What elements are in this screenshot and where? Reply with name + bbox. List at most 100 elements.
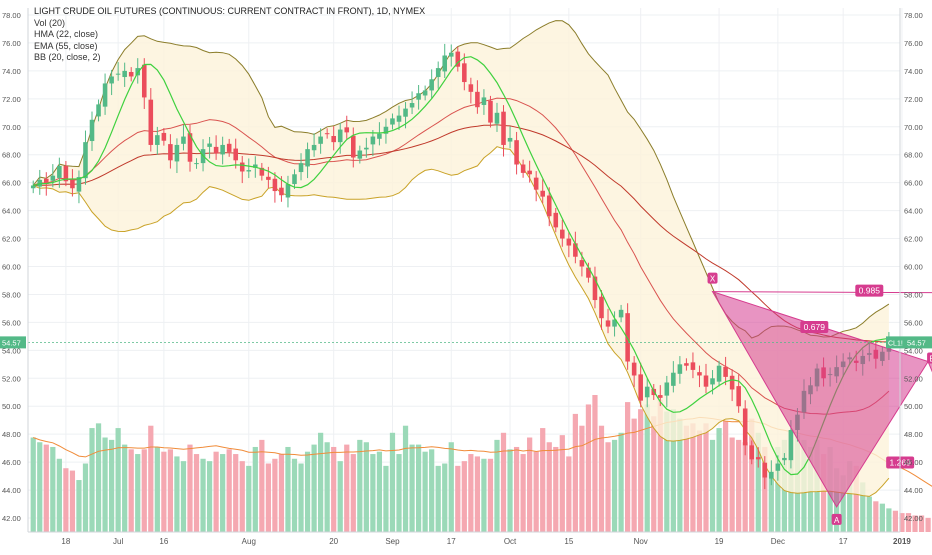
- candle: [181, 124, 186, 151]
- x-tick-label: 2019: [893, 537, 911, 546]
- candle-body: [383, 126, 389, 134]
- candle: [239, 155, 245, 184]
- volume-bar: [866, 496, 872, 532]
- candle-body: [586, 267, 591, 278]
- candle: [168, 134, 173, 169]
- candle-body: [435, 68, 441, 78]
- candle-body: [102, 83, 108, 107]
- volume-bar: [925, 517, 931, 532]
- volume-bar: [82, 463, 89, 532]
- volume-bar: [415, 444, 422, 532]
- volume-bar: [474, 456, 481, 532]
- volume-bar: [572, 413, 578, 532]
- volume-bar: [540, 428, 546, 532]
- y-tick-label-left: 76.00: [2, 39, 21, 48]
- candle: [631, 356, 637, 388]
- chart-title: LIGHT CRUDE OIL FUTURES (CONTINUOUS: CUR…: [34, 6, 426, 16]
- volume-bar: [559, 435, 565, 532]
- candle: [102, 73, 108, 115]
- volume-bar: [259, 439, 265, 532]
- chart-legend: LIGHT CRUDE OIL FUTURES (CONTINUOUS: CUR…: [34, 6, 425, 64]
- volume-bar: [520, 454, 526, 532]
- y-tick-label-left: 74.00: [2, 67, 21, 76]
- candle-body: [272, 178, 278, 192]
- candle: [357, 145, 363, 164]
- x-tick-label: Oct: [504, 537, 517, 546]
- candle-body: [298, 163, 304, 173]
- candle-body: [109, 76, 114, 84]
- volume-bar: [860, 482, 866, 532]
- candle-body: [657, 395, 663, 398]
- candle-body: [462, 63, 467, 83]
- candle: [488, 95, 493, 128]
- volume-bar: [873, 501, 879, 532]
- volume-bar: [265, 463, 271, 532]
- candle-body: [762, 462, 768, 478]
- candle: [220, 136, 225, 165]
- pattern-xd-line: [712, 291, 932, 294]
- candle: [396, 105, 402, 130]
- candle-body: [396, 115, 402, 122]
- y-tick-label-left: 78.00: [2, 11, 21, 20]
- volume-bar: [220, 454, 226, 532]
- candle: [115, 62, 121, 81]
- candle-body: [644, 386, 650, 398]
- candle: [337, 123, 343, 154]
- volume-bars: [30, 395, 931, 532]
- y-tick-label-right: 72.00: [904, 95, 923, 104]
- candle: [494, 102, 500, 132]
- candle: [409, 91, 415, 115]
- candle: [390, 113, 395, 130]
- volume-bar: [298, 463, 304, 532]
- candle-body: [141, 64, 147, 98]
- volume-bar: [892, 510, 899, 532]
- candle-body: [187, 133, 193, 162]
- last-price-badge-left: [0, 336, 26, 349]
- y-tick-label-left: 50.00: [2, 402, 21, 411]
- volume-bar: [402, 425, 409, 532]
- candle-body: [161, 132, 167, 141]
- volume-bar: [337, 461, 343, 532]
- candle: [762, 456, 768, 490]
- last-price-label-left: 54.57: [2, 338, 21, 347]
- pattern-ratio-label: 0.985: [859, 286, 881, 296]
- candle: [782, 453, 787, 466]
- candle: [644, 378, 650, 408]
- candle-body: [690, 362, 696, 370]
- legend-vol: Vol (20): [34, 17, 66, 28]
- legend-bb: BB (20, close, 2): [34, 52, 101, 62]
- volume-bar: [135, 454, 141, 532]
- candle-body: [520, 164, 526, 173]
- volume-bar: [912, 515, 918, 532]
- volume-bar: [122, 444, 128, 532]
- y-tick-label-right: 58.00: [904, 290, 923, 299]
- candle-body: [671, 372, 676, 386]
- candle-body: [710, 378, 715, 385]
- candle: [266, 166, 271, 189]
- volume-bar: [455, 465, 461, 532]
- candle: [690, 352, 696, 379]
- candle: [442, 43, 448, 79]
- volume-bar: [233, 454, 239, 532]
- candle-body: [736, 386, 741, 407]
- volume-bar: [651, 416, 657, 532]
- volume-bar: [879, 503, 885, 532]
- volume-bar: [422, 451, 428, 532]
- candle: [383, 118, 389, 144]
- candle-body: [677, 364, 683, 374]
- y-tick-label-left: 62.00: [2, 235, 21, 244]
- candle: [435, 61, 441, 89]
- volume-bar: [683, 425, 690, 532]
- candle-body: [292, 174, 297, 185]
- candle: [540, 179, 545, 204]
- x-tick-label: Sep: [385, 537, 400, 546]
- volume-bar: [546, 442, 552, 532]
- volume-bar: [318, 432, 324, 532]
- y-tick-label-right: 42.00: [904, 514, 923, 523]
- x-tick-label: Aug: [242, 537, 256, 546]
- candle-body: [788, 429, 794, 461]
- volume-bar: [376, 451, 383, 532]
- volume-bar: [148, 425, 154, 532]
